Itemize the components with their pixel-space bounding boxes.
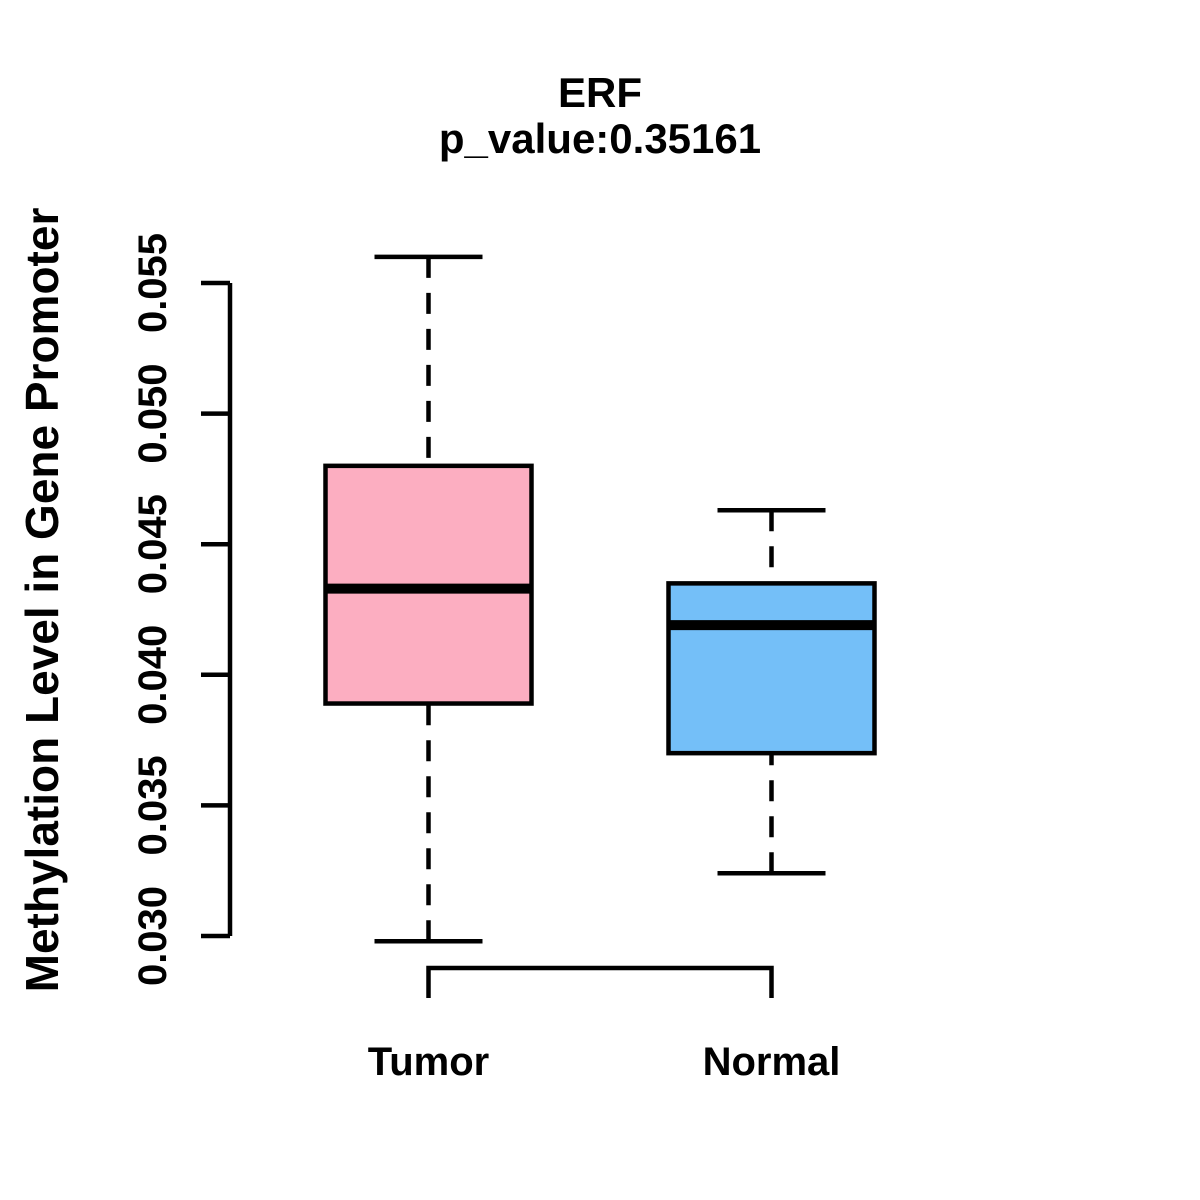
y-tick-label: 0.045 <box>131 494 175 594</box>
x-category-label-tumor: Tumor <box>368 1040 489 1084</box>
plot-area <box>323 254 877 944</box>
y-tick-label: 0.030 <box>131 886 175 986</box>
box-normal <box>666 507 877 876</box>
y-tick-label: 0.035 <box>131 755 175 855</box>
y-tick-label: 0.040 <box>131 625 175 725</box>
box-tumor <box>323 254 534 944</box>
x-axis-bracket <box>426 965 774 998</box>
iqr-box <box>666 581 877 756</box>
chart-title: ERF <box>558 69 642 116</box>
x-axis: Tumor Normal <box>368 965 841 1084</box>
y-tick-label: 0.055 <box>131 233 175 333</box>
y-tick-label: 0.050 <box>131 364 175 464</box>
x-category-label-normal: Normal <box>703 1040 841 1084</box>
y-axis-label: Methylation Level in Gene Promoter <box>16 208 68 993</box>
chart-subtitle: p_value:0.35161 <box>439 115 761 162</box>
y-axis: 0.030 0.035 0.040 0.045 0.050 0.055 <box>131 233 233 986</box>
